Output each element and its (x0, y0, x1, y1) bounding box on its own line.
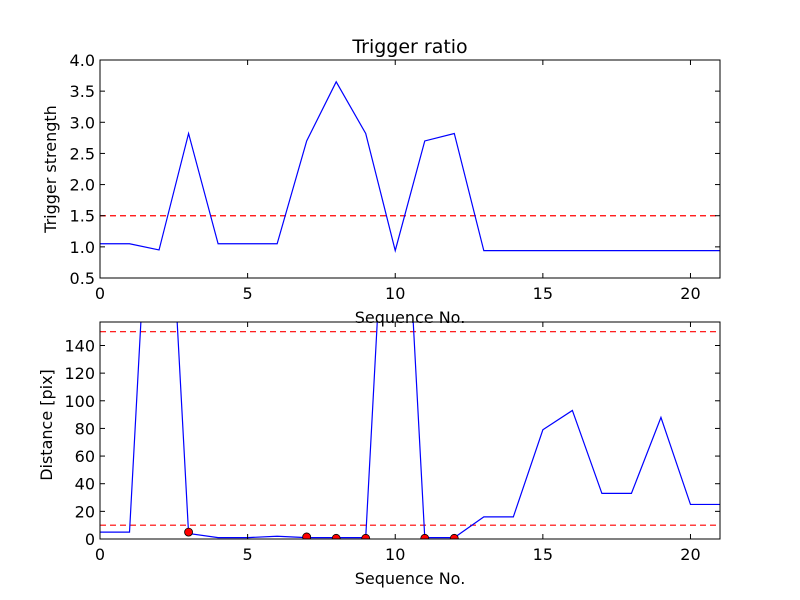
x-tick-label: 15 (533, 545, 553, 564)
y-tick-label: 2.5 (70, 144, 95, 163)
y-tick-label: 3.0 (70, 113, 95, 132)
y-tick-label: 1.5 (70, 207, 95, 226)
x-tick-label: 0 (95, 545, 105, 564)
x-tick-label: 10 (385, 284, 405, 303)
x-tick-label: 15 (533, 284, 553, 303)
x-axis-label: Sequence No. (355, 569, 466, 588)
plot-frame (99, 59, 721, 279)
trigger-ratio-chart: Trigger ratio 0 5 10 15 20 0.5 1.0 1.5 2.0 2.5 3.0… (41, 36, 721, 327)
y-tick-label: 60 (75, 447, 95, 466)
data-point-marker (184, 527, 193, 537)
data-point-marker (361, 533, 371, 539)
x-axis-label: Sequence No. (355, 308, 466, 327)
y-tick-label: 40 (75, 475, 95, 494)
data-point-marker (331, 533, 341, 539)
x-tick-label: 20 (680, 284, 700, 303)
y-tick-label: 20 (75, 502, 95, 521)
x-tick-label: 0 (95, 284, 105, 303)
x-tick-label: 10 (385, 545, 405, 564)
plot-frame (99, 321, 721, 540)
y-tick-label: 3.5 (70, 82, 95, 101)
y-tick-label: 1.0 (70, 238, 95, 257)
y-tick-label: 0.5 (70, 269, 95, 288)
data-point-marker (449, 533, 459, 539)
data-point-marker (420, 533, 430, 539)
y-tick-label: 4.0 (70, 51, 95, 70)
y-tick-label: 0 (85, 530, 95, 549)
x-tick-label: 5 (243, 545, 253, 564)
data-point-marker (302, 532, 312, 539)
y-tick-label: 100 (64, 392, 95, 411)
y-tick-label: 120 (64, 364, 95, 383)
series-line (100, 322, 720, 539)
y-tick-label: 140 (64, 336, 95, 355)
series-line (100, 80, 720, 253)
x-tick-label: 20 (680, 545, 700, 564)
y-axis-label: Distance [pix] (37, 369, 56, 481)
y-axis-label: Trigger strength (41, 105, 60, 234)
chart-title: Trigger ratio (351, 36, 467, 58)
y-tick-label: 80 (75, 419, 95, 438)
x-tick-label: 5 (243, 284, 253, 303)
y-tick-label: 2.0 (70, 176, 95, 195)
